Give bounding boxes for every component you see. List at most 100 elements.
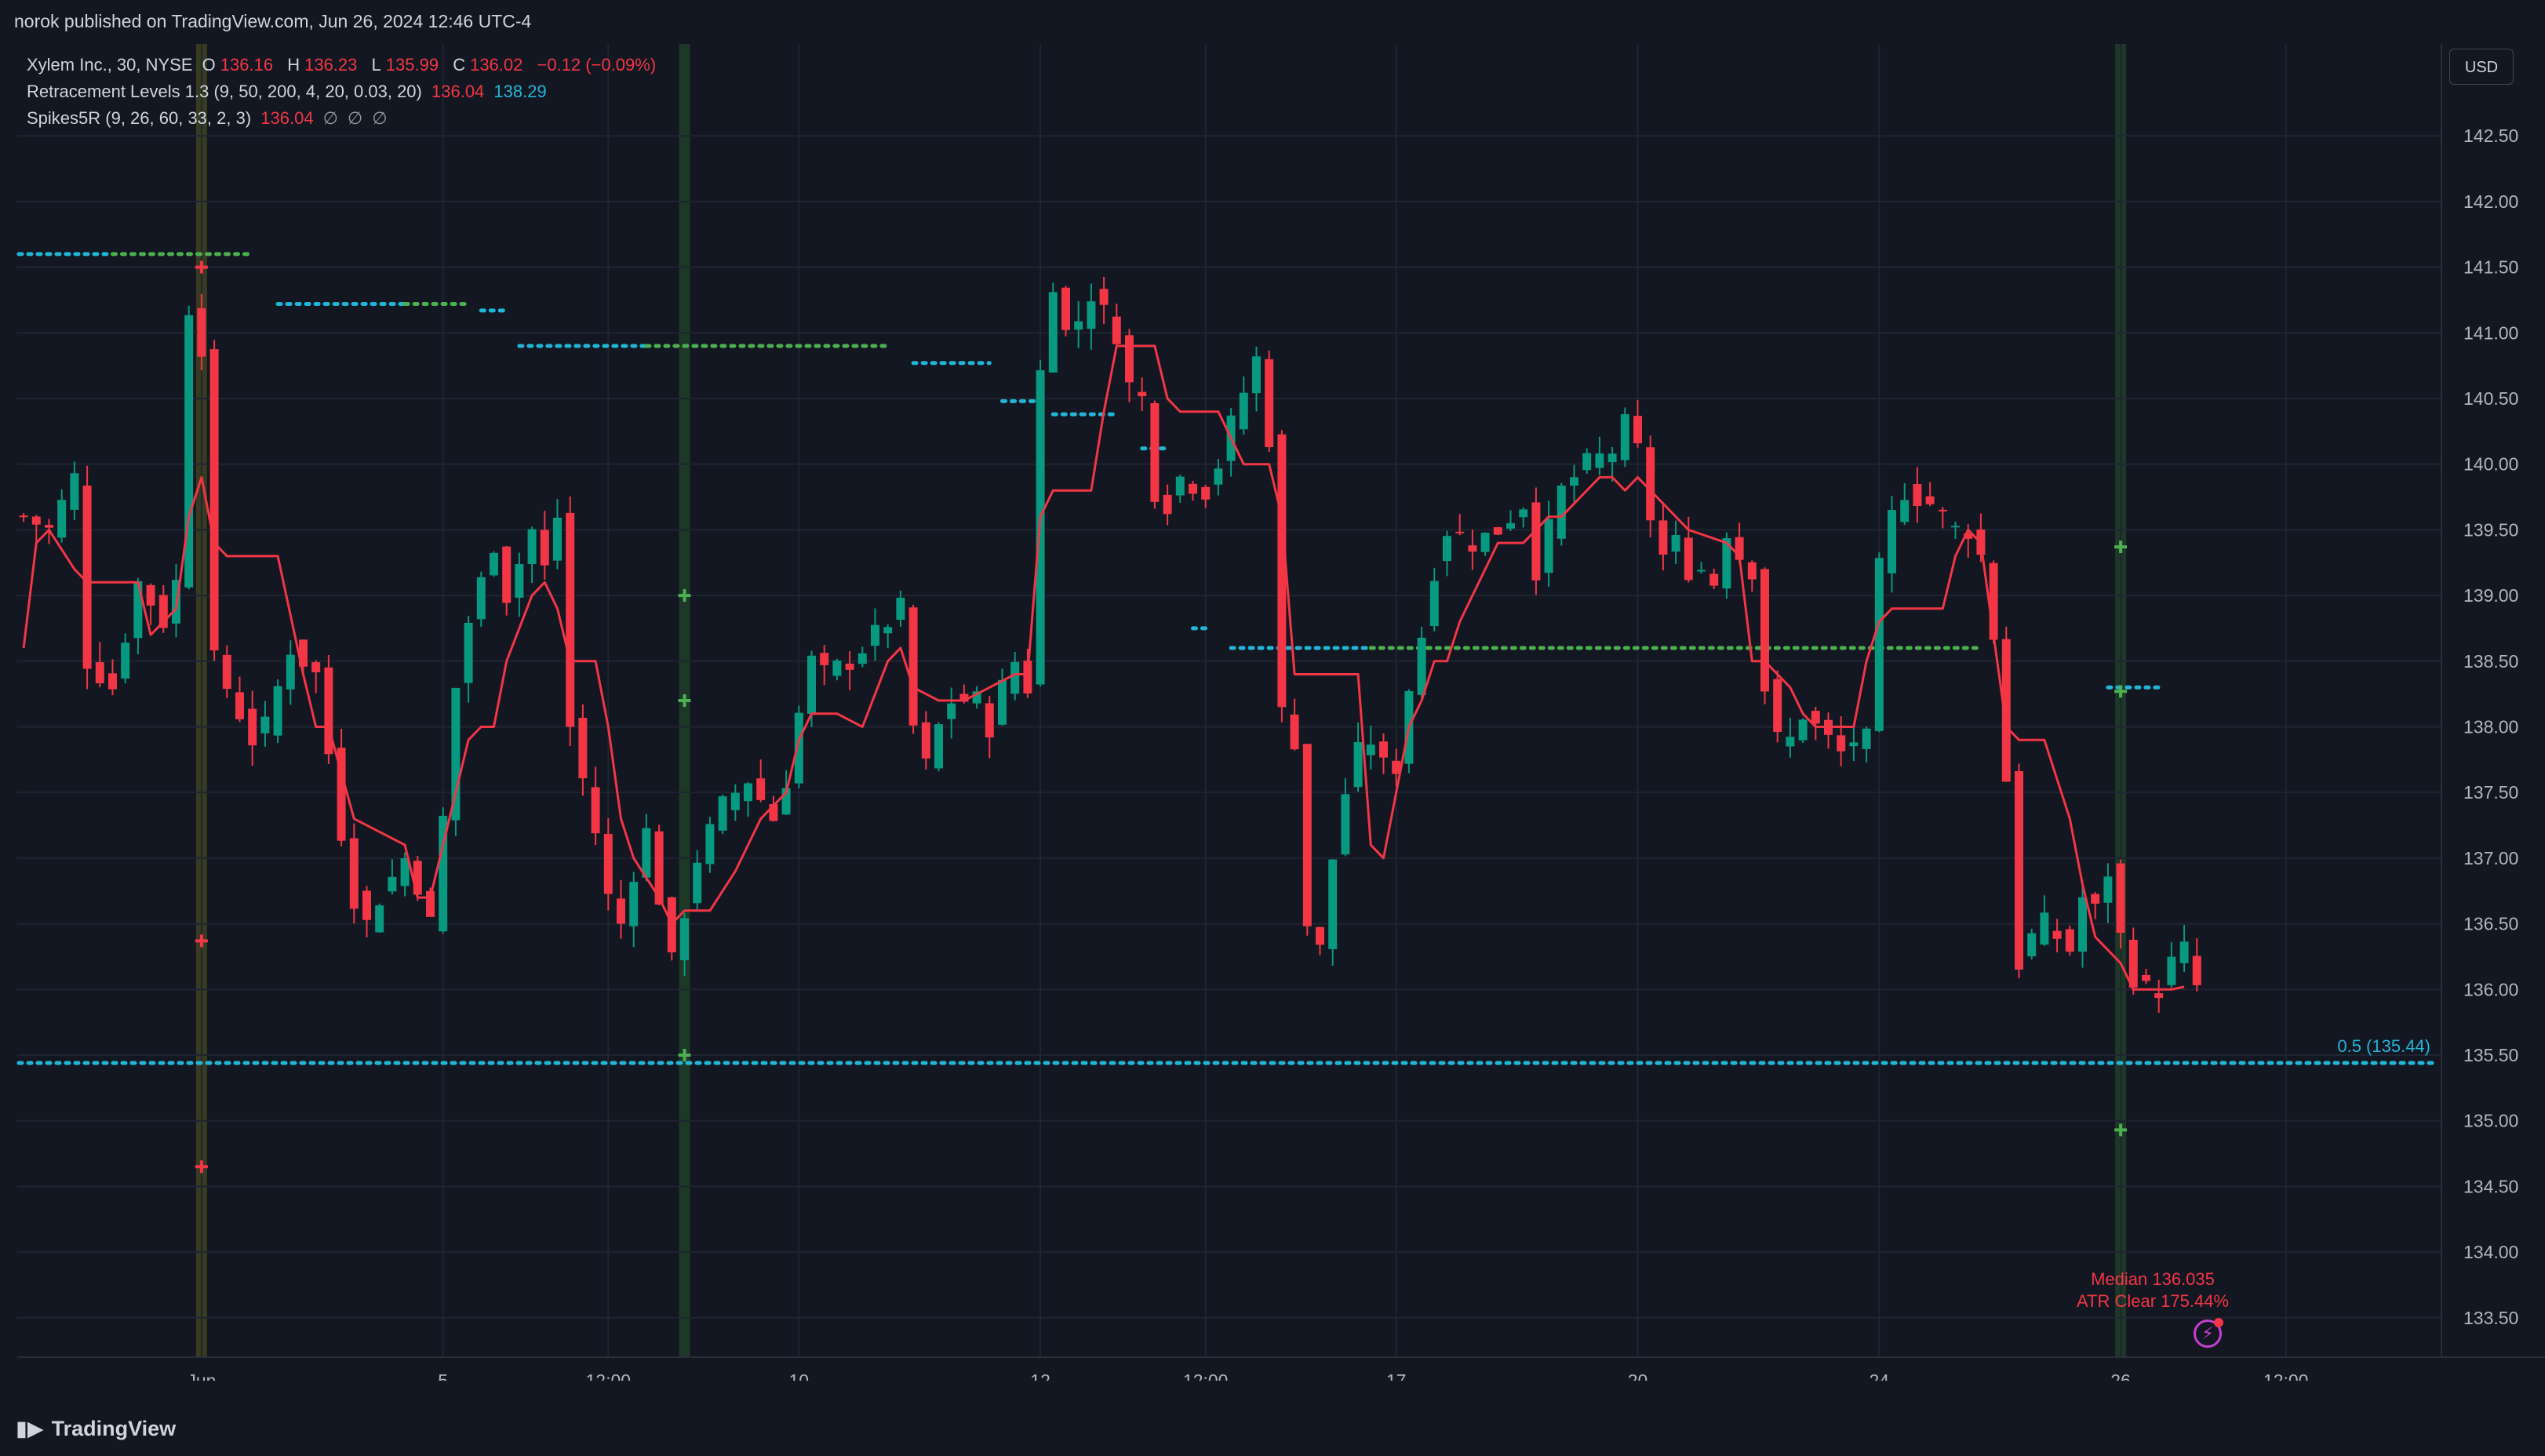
candle-body	[845, 663, 854, 670]
candle-body	[908, 607, 918, 726]
candle-body	[1519, 509, 1528, 518]
candle-body	[959, 693, 969, 702]
indicator-2-value-4: ∅	[372, 108, 388, 128]
indicator-2-name[interactable]: Spikes5R (9, 26, 60, 33, 2, 3)	[27, 108, 252, 128]
y-tick-label: 140.00	[2463, 454, 2518, 475]
lightning-icon[interactable]: ⚡	[2194, 1320, 2222, 1348]
candle-body	[1989, 562, 1998, 640]
candle-body	[1201, 486, 1211, 500]
candle-body	[2065, 929, 2074, 952]
candle-body	[1722, 537, 1731, 589]
indicator-1-name[interactable]: Retracement Levels 1.3 (9, 50, 200, 4, 2…	[27, 82, 422, 101]
candle-body	[1302, 744, 1312, 926]
candle-body	[985, 703, 994, 738]
candle-body	[1646, 447, 1655, 521]
grid	[17, 44, 2441, 1357]
indicator-2-value-3: ∅	[348, 108, 363, 128]
candle-body	[1556, 485, 1566, 539]
candle-body	[1112, 316, 1121, 344]
candle-body	[299, 639, 308, 667]
candle-body	[2040, 912, 2049, 945]
candle-body	[1671, 535, 1680, 552]
candle-body	[566, 512, 575, 727]
candle-body	[1150, 402, 1160, 502]
candle-body	[591, 787, 600, 834]
candle-body	[362, 890, 371, 920]
y-tick-label: 136.00	[2463, 979, 2518, 999]
spike-marker	[678, 694, 691, 707]
candle-body	[1786, 737, 1795, 747]
candle-body	[1595, 453, 1604, 468]
tradingview-wordmark: TradingView	[51, 1417, 177, 1440]
candle-body	[2179, 941, 2189, 963]
candle-body	[2078, 897, 2087, 952]
y-tick-label: 142.50	[2463, 126, 2518, 146]
retracement-line-path	[22, 344, 2185, 991]
candle-body	[235, 692, 244, 719]
spike-marker	[195, 934, 208, 948]
candle-body	[133, 581, 143, 639]
candle-body	[921, 722, 930, 759]
candle-body	[248, 708, 257, 746]
candle-body	[2103, 876, 2113, 903]
atr-clear-label: ATR Clear 175.44%	[2077, 1291, 2229, 1311]
candle-body	[718, 796, 727, 831]
candle-body	[553, 517, 562, 561]
symbol-name[interactable]: Xylem Inc., 30, NYSE	[27, 55, 193, 75]
spike-marker	[678, 589, 691, 602]
candle-body	[1341, 794, 1350, 855]
candle-body	[2154, 993, 2164, 999]
candle-body	[209, 349, 219, 651]
candle-body	[31, 516, 41, 525]
candle-body	[2001, 639, 2011, 782]
candle-body	[184, 315, 194, 588]
spike-marker	[678, 1048, 691, 1061]
candle-body	[1773, 679, 1782, 732]
y-tick-label: 141.50	[2463, 257, 2518, 278]
indicator-2-value-2: ∅	[322, 108, 338, 128]
candle-body	[1798, 719, 1808, 741]
candle-body	[1061, 287, 1070, 330]
y-tick-label: 135.00	[2463, 1111, 2518, 1131]
candle-body	[1760, 569, 1769, 692]
candle-body	[1189, 483, 1197, 494]
candle-body	[527, 529, 537, 565]
currency-button[interactable]: USD	[2449, 49, 2514, 85]
candle-body	[2015, 771, 2023, 970]
notification-dot-icon	[2214, 1318, 2223, 1327]
candle-body	[972, 691, 981, 704]
y-tick-label: 137.50	[2463, 782, 2518, 803]
candle-body	[57, 500, 67, 538]
candle-body	[490, 552, 498, 576]
candle-body	[693, 862, 702, 904]
candle-body	[1747, 562, 1757, 580]
change-value: −0.12 (−0.09%)	[537, 55, 657, 75]
candle-body	[2052, 930, 2062, 939]
candle-body	[540, 530, 549, 566]
level-label: 0.5 (135.44)	[2337, 1036, 2430, 1056]
candle-body	[413, 861, 422, 895]
candle-body	[1493, 527, 1502, 535]
candle-body	[1138, 391, 1147, 397]
candle-body	[2116, 863, 2125, 933]
candle-body	[871, 624, 879, 646]
candles	[19, 276, 2201, 1014]
tradingview-mark-icon: ▮▶	[16, 1417, 44, 1440]
candle-body	[1811, 711, 1820, 724]
candle-body	[1544, 519, 1553, 573]
spike-marker	[195, 1160, 208, 1174]
candle-body	[1239, 392, 1248, 430]
tradingview-logo[interactable]: ▮▶ TradingView	[16, 1417, 176, 1441]
candle-body	[2142, 974, 2150, 981]
candle-body	[286, 654, 295, 690]
footer	[0, 1381, 2545, 1456]
candle-body	[2027, 933, 2037, 957]
highlight-bands	[195, 44, 2127, 1357]
candle-body	[337, 748, 346, 841]
y-tick-label: 139.50	[2463, 519, 2518, 540]
candle-body	[1658, 520, 1668, 555]
candle-body	[502, 546, 512, 603]
indicator-1-value-1: 136.04	[431, 82, 485, 101]
candle-body	[832, 661, 842, 676]
